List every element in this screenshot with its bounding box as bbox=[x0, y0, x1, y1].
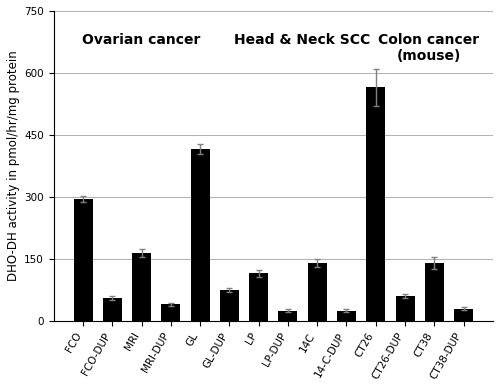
Text: Ovarian cancer: Ovarian cancer bbox=[82, 33, 201, 47]
Y-axis label: DHO-DH activity in pmol/hr/mg protein: DHO-DH activity in pmol/hr/mg protein bbox=[7, 50, 20, 281]
Text: Colon cancer
(mouse): Colon cancer (mouse) bbox=[378, 33, 479, 63]
Bar bbox=[366, 87, 386, 321]
Bar bbox=[132, 253, 151, 321]
Bar bbox=[190, 149, 210, 321]
Bar bbox=[162, 305, 180, 321]
Text: Head & Neck SCC: Head & Neck SCC bbox=[234, 33, 370, 47]
Bar bbox=[249, 274, 268, 321]
Bar bbox=[74, 199, 92, 321]
Bar bbox=[278, 311, 297, 321]
Bar bbox=[308, 263, 326, 321]
Bar bbox=[454, 308, 473, 321]
Bar bbox=[425, 263, 444, 321]
Bar bbox=[103, 298, 122, 321]
Bar bbox=[220, 290, 239, 321]
Bar bbox=[396, 296, 414, 321]
Bar bbox=[337, 311, 356, 321]
